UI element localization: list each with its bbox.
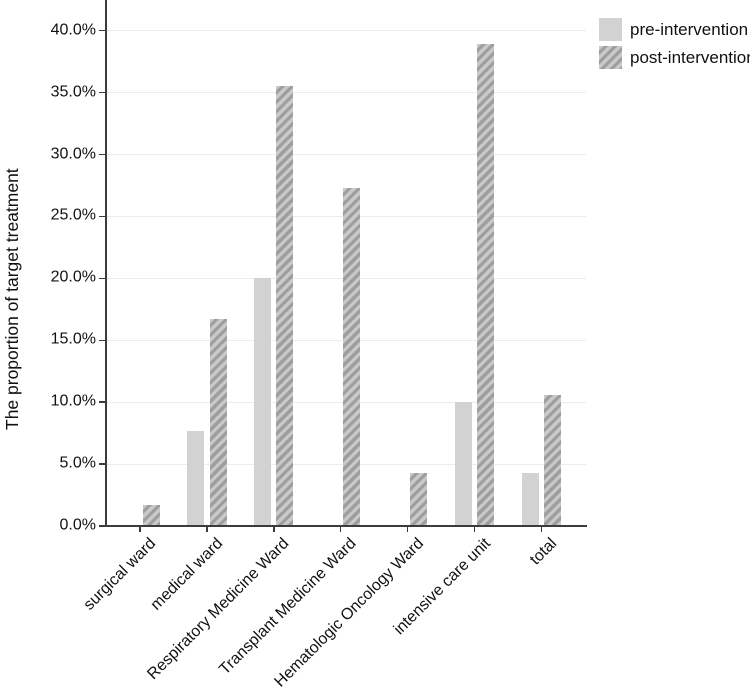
y-tick-label: 0.0% bbox=[59, 516, 96, 534]
y-tick bbox=[99, 153, 106, 156]
x-tick bbox=[473, 526, 476, 532]
y-axis-title: The proportion of target treatment bbox=[2, 168, 22, 430]
y-tick-label: 5.0% bbox=[59, 454, 96, 472]
y-tick-label: 25.0% bbox=[50, 207, 96, 225]
y-tick-label: 30.0% bbox=[50, 145, 96, 163]
x-category-label: Transplant Medicine Ward bbox=[216, 535, 360, 679]
y-tick bbox=[99, 401, 106, 403]
hatched-swatch-icon bbox=[599, 46, 622, 69]
y-tick-label: 10.0% bbox=[50, 392, 96, 410]
x-tick bbox=[339, 526, 342, 532]
legend: pre-intervention post-intervention bbox=[599, 18, 750, 74]
x-tick bbox=[206, 526, 208, 532]
y-tick bbox=[99, 277, 106, 280]
y-tick bbox=[99, 215, 106, 218]
y-tick-label: 40.0% bbox=[50, 21, 96, 39]
bar-pre-intervention bbox=[454, 402, 472, 526]
bar-post-intervention bbox=[477, 44, 495, 526]
y-tick bbox=[99, 29, 106, 32]
bar-post-intervention bbox=[343, 187, 361, 526]
legend-item-post-intervention: post-intervention bbox=[599, 46, 750, 69]
bar-post-intervention bbox=[209, 319, 227, 526]
bar-post-intervention bbox=[142, 504, 160, 526]
y-tick-label: 15.0% bbox=[50, 330, 96, 348]
y-tick-label: 35.0% bbox=[50, 83, 96, 101]
x-axis-line bbox=[105, 525, 587, 527]
y-tick bbox=[99, 463, 106, 465]
bar-pre-intervention bbox=[254, 278, 272, 526]
y-tick bbox=[99, 525, 106, 527]
gridline bbox=[106, 30, 586, 32]
legend-item-pre-intervention: pre-intervention bbox=[599, 18, 750, 41]
bar-pre-intervention bbox=[187, 430, 205, 526]
x-tick bbox=[273, 526, 275, 532]
x-tick bbox=[406, 526, 409, 532]
gridline bbox=[106, 154, 586, 156]
x-tick bbox=[139, 526, 141, 532]
y-axis-line bbox=[105, 0, 107, 527]
solid-swatch-icon bbox=[599, 18, 622, 41]
x-tick bbox=[540, 526, 543, 532]
bar-post-intervention bbox=[410, 472, 428, 526]
legend-label: post-intervention bbox=[630, 47, 750, 67]
bar-post-intervention bbox=[276, 86, 294, 526]
y-tick bbox=[99, 91, 106, 94]
legend-label: pre-intervention bbox=[630, 19, 749, 39]
y-tick-label: 20.0% bbox=[50, 269, 96, 287]
x-category-label: total bbox=[527, 535, 561, 569]
bar-pre-intervention bbox=[521, 472, 539, 526]
gridline bbox=[106, 92, 586, 94]
y-tick bbox=[99, 339, 106, 341]
bar-post-intervention bbox=[544, 394, 561, 526]
